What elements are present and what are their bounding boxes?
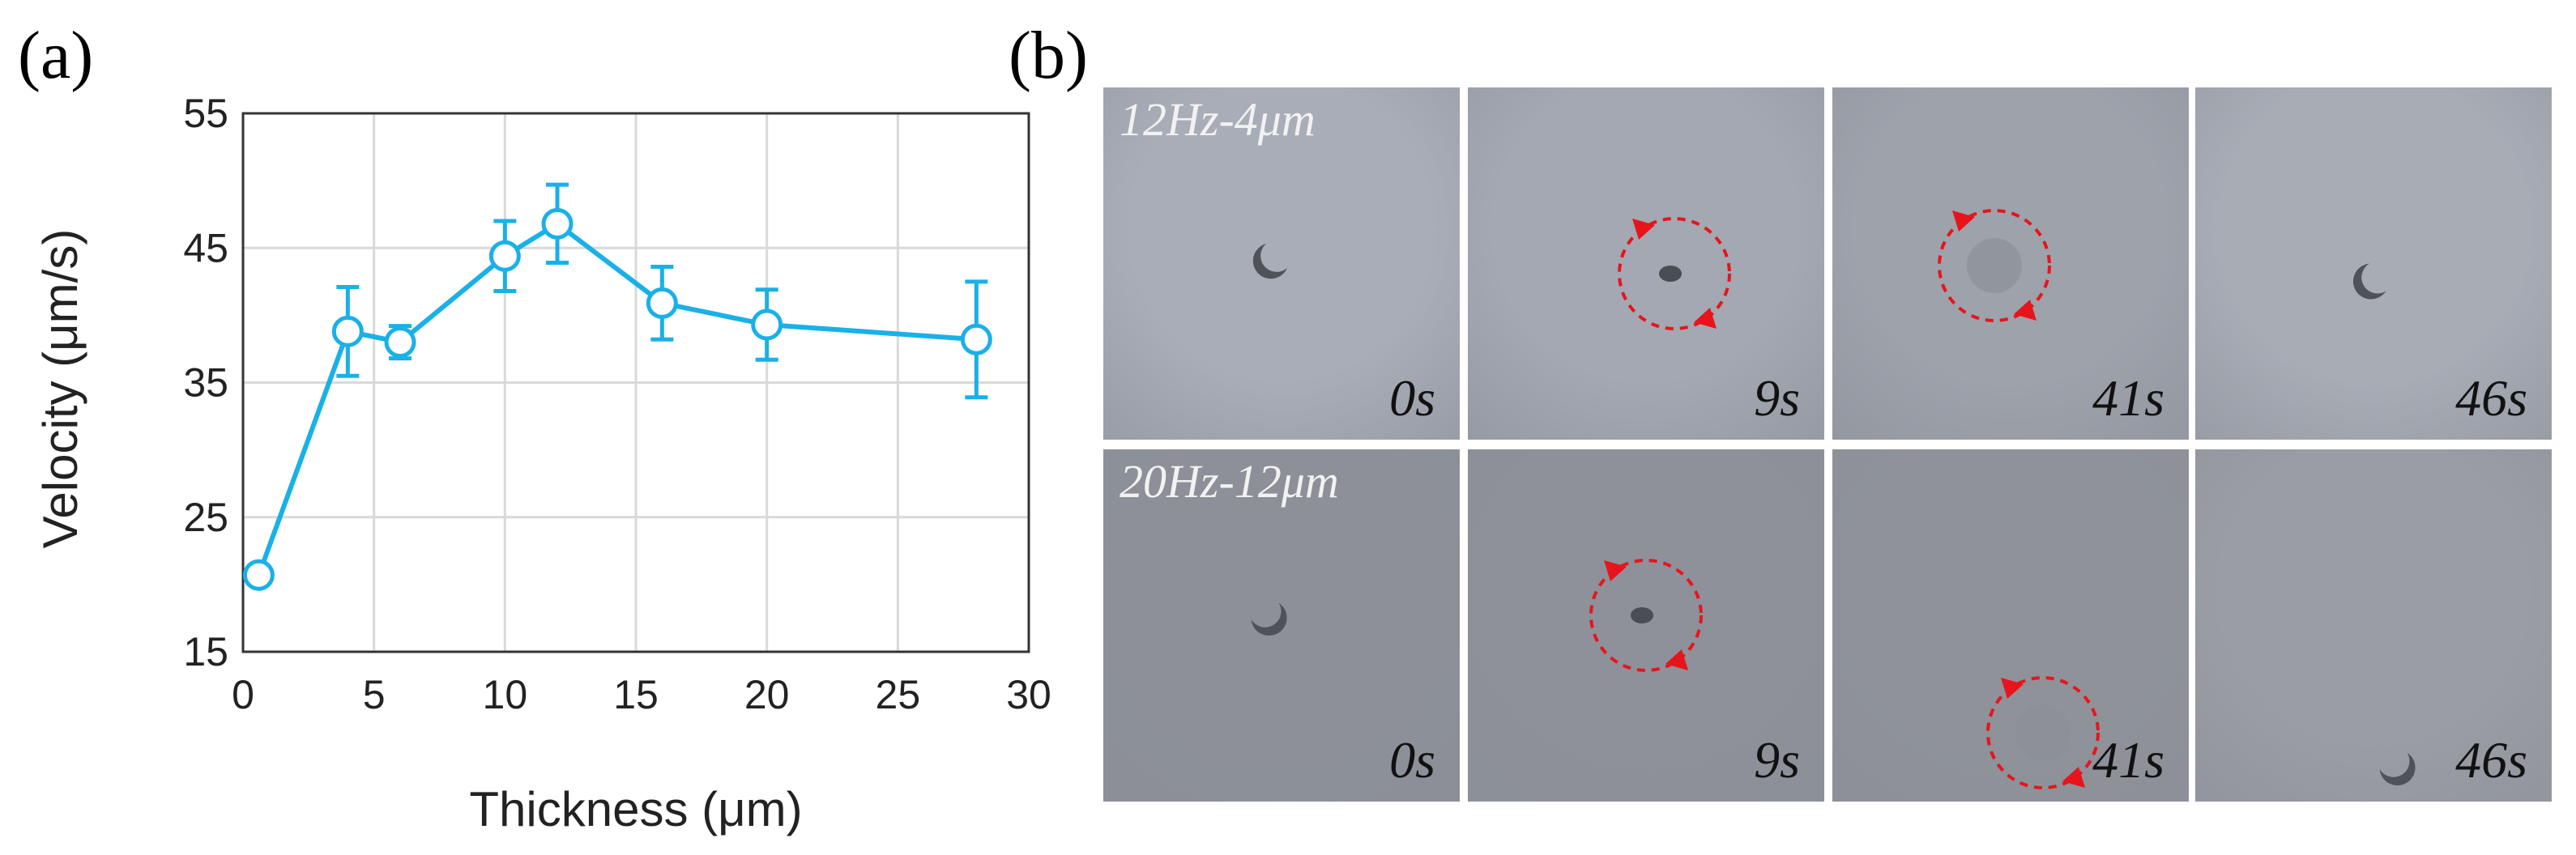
y-tick-label: 45 [183, 225, 228, 270]
frame-timestamp: 41s [2092, 731, 2164, 789]
frame-timestamp: 9s [1754, 369, 1800, 427]
micrograph-frame: 9s [1468, 87, 1824, 440]
plot-frame [241, 112, 1030, 653]
data-point [646, 287, 678, 319]
micrograph-frame: 46s [2195, 449, 2552, 802]
frame-timestamp: 0s [1389, 369, 1435, 427]
x-tick-label: 10 [483, 672, 528, 717]
micrograph-frame: 20Hz-12μm 0s [1103, 449, 1460, 802]
data-point [488, 240, 521, 272]
x-tick-label: 20 [744, 672, 790, 717]
x-tick-label: 15 [613, 672, 659, 717]
frame-timestamp: 0s [1389, 731, 1435, 789]
series-line [256, 220, 977, 576]
frame-timestamp: 46s [2455, 731, 2527, 789]
data-point [751, 308, 783, 341]
panel-b-label: (b) [1009, 18, 1088, 93]
data-point [242, 559, 275, 591]
micrograph-frame: 12Hz-4μm 0s [1103, 87, 1460, 440]
data-point [960, 323, 992, 355]
chart-ticks: 0 5 10 15 20 25 30 15 25 35 45 55 [183, 91, 1051, 717]
microrobot-crescent [2379, 752, 2416, 785]
micrograph-frame: 9s [1468, 449, 1824, 802]
micrograph-frame: 41s [1832, 87, 2189, 440]
data-point [384, 326, 416, 359]
micrograph-frame: 46s [2195, 87, 2552, 440]
chart-series [242, 182, 992, 591]
x-tick-label: 0 [232, 672, 254, 717]
data-point [331, 315, 364, 347]
rotation-indicator [1986, 676, 2100, 789]
velocity-thickness-chart: 0 5 10 15 20 25 30 15 25 35 45 55 Thickness (μm) Ve… [33, 91, 1051, 836]
chart-grid [241, 112, 1030, 653]
y-tick-label: 55 [183, 91, 228, 136]
y-axis-title: Velocity (μm/s) [33, 229, 87, 549]
microrobot-crescent [2353, 263, 2386, 300]
row-caption: 20Hz-12μm [1120, 455, 1339, 508]
micrograph-frame: 41s [1832, 449, 2189, 802]
microrobot-crescent [1251, 602, 1287, 636]
x-tick-label: 5 [363, 672, 386, 717]
rotation-indicator [1589, 559, 1703, 672]
y-tick-label: 15 [183, 629, 228, 674]
rotation-indicator [1938, 209, 2051, 322]
y-tick-label: 25 [183, 495, 228, 540]
x-axis-title: Thickness (μm) [469, 782, 802, 836]
data-point [541, 207, 574, 240]
x-tick-label: 25 [876, 672, 921, 717]
y-tick-label: 35 [183, 360, 228, 406]
row-caption: 12Hz-4μm [1120, 93, 1316, 146]
x-tick-label: 30 [1006, 672, 1051, 717]
frame-timestamp: 41s [2092, 369, 2164, 427]
panel-a-label: (a) [18, 18, 94, 93]
frame-timestamp: 46s [2455, 369, 2527, 427]
frame-timestamp: 9s [1754, 731, 1800, 789]
rotation-indicator [1618, 217, 1731, 330]
microrobot-crescent [1252, 244, 1287, 279]
